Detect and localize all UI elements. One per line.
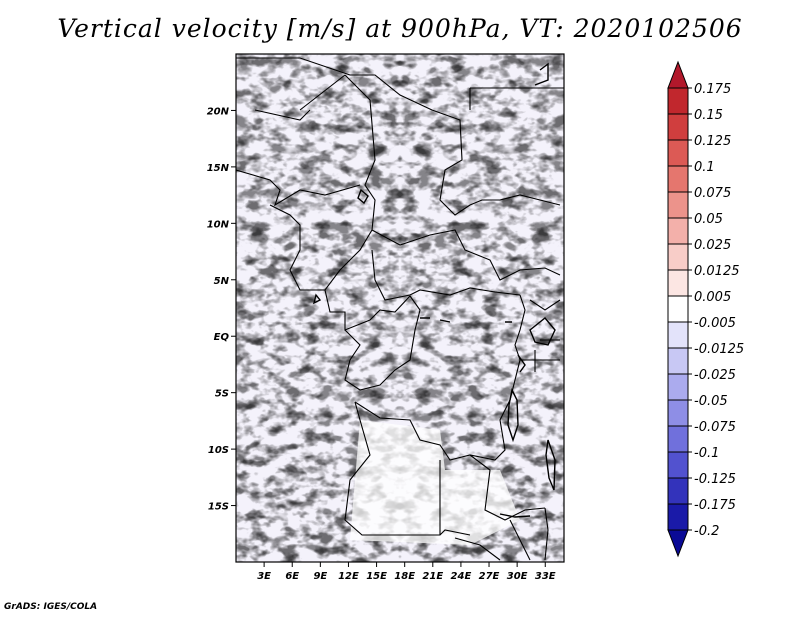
colorbar-label: 0.175 (694, 82, 731, 97)
colorbar-label: -0.2 (694, 524, 719, 539)
colorbar-bottom-arrow (667, 529, 689, 558)
colorbar-label: -0.005 (694, 316, 736, 331)
x-tick-label: 21E (422, 571, 443, 582)
border-car (371, 249, 521, 301)
border-sahel (254, 109, 311, 121)
country-borders (236, 57, 564, 561)
colorbar-label: 0.0125 (694, 264, 740, 279)
colorbar-box (667, 321, 689, 349)
y-tick-label: 5S (215, 389, 229, 400)
colorbar-box (667, 113, 689, 141)
colorbar-label: -0.075 (694, 420, 736, 435)
y-tick-label: 20N (207, 106, 230, 117)
border-south (454, 507, 549, 561)
y-tick-label: 10N (207, 219, 230, 230)
x-tick-label: 27E (479, 571, 500, 582)
map-plot-area: 3E 6E 9E 12E 15E 18E 21E 24E 27E 30E 33E 20N 15N 10N… (207, 53, 565, 582)
lake-tumba (420, 317, 512, 323)
colorbar-label: 0.15 (694, 108, 723, 123)
colorbar-box (667, 451, 689, 479)
colorbar-label: -0.125 (694, 472, 736, 487)
border-westafrica (236, 169, 361, 207)
smooth-region (350, 420, 520, 545)
colorbar-top-arrow (667, 60, 689, 89)
colorbar-box (667, 217, 689, 245)
map-title: Vertical velocity [m/s] at 900hPa, VT: 2… (57, 14, 743, 43)
colorbar-label: 0.005 (694, 290, 731, 305)
lake-northeast (534, 62, 549, 86)
x-tick-label: 30E (507, 571, 528, 582)
lake-kariba (499, 513, 531, 518)
colorbar-label: 0.025 (694, 238, 731, 253)
colorbar-label: -0.0125 (694, 342, 744, 357)
y-tick-label: 10S (208, 445, 229, 456)
colorbar-box (667, 373, 689, 401)
y-tick-label: EQ (214, 332, 230, 343)
border-zambia (439, 454, 546, 535)
border-chad (371, 229, 561, 281)
border-north (236, 57, 561, 216)
colorbar-label: 0.075 (694, 186, 731, 201)
x-tick-label: 33E (535, 571, 556, 582)
colorbar-box (667, 477, 689, 505)
lake-malawi (545, 439, 556, 491)
x-axis-ticks: 3E 6E 9E 12E 15E 18E 21E 24E 27E 30E 33E (257, 562, 556, 582)
x-tick-label: 24E (451, 571, 472, 582)
lake-tanganyika (507, 387, 519, 443)
lake-volta (312, 293, 322, 305)
lake-chad (357, 188, 369, 205)
colorbar-label: -0.05 (694, 394, 728, 409)
map-frame (235, 53, 565, 563)
colorbar-box (667, 503, 689, 531)
x-tick-label: 9E (313, 571, 327, 582)
lake-kivu (517, 354, 526, 373)
colorbar-box (667, 165, 689, 193)
border-sahara (299, 74, 376, 231)
colorbar: 0.175 0.15 0.125 0.1 0.075 0.05 0.025 0.0125 0.0… (667, 60, 744, 558)
y-tick-label: 15S (208, 502, 229, 513)
colorbar-label: -0.1 (694, 446, 719, 461)
x-tick-label: 15E (366, 571, 387, 582)
colorbar-label: 0.1 (694, 160, 715, 175)
border-nigeria (269, 204, 373, 291)
border-northeast (469, 87, 564, 110)
colorbar-label: -0.175 (694, 498, 736, 513)
lakes (312, 62, 556, 518)
colorbar-label: 0.125 (694, 134, 731, 149)
velocity-field (236, 54, 564, 562)
x-tick-label: 6E (285, 571, 299, 582)
lake-victoria (529, 317, 556, 346)
colorbar-label: -0.025 (694, 368, 736, 383)
colorbar-box (667, 87, 689, 115)
colorbar-box (667, 269, 689, 297)
border-drc-east (354, 294, 526, 461)
x-tick-label: 18E (394, 571, 415, 582)
border-angola (344, 401, 471, 536)
x-tick-label: 12E (338, 571, 359, 582)
colorbar-box (667, 243, 689, 271)
y-tick-label: 5N (214, 276, 230, 287)
colorbar-box (667, 347, 689, 375)
colorbar-box (667, 191, 689, 219)
border-drc (344, 295, 421, 391)
colorbar-box (667, 399, 689, 427)
colorbar-box (667, 425, 689, 453)
colorbar-box (667, 139, 689, 167)
colorbar-label: 0.05 (694, 212, 723, 227)
x-tick-label: 3E (257, 571, 271, 582)
border-congo (324, 289, 411, 331)
y-axis-ticks: 20N 15N 10N 5N EQ 5S 10S 15S (207, 106, 236, 513)
y-tick-label: 15N (207, 163, 230, 174)
grads-credit: GrADS: IGES/COLA (4, 602, 98, 612)
colorbar-box (667, 295, 689, 323)
